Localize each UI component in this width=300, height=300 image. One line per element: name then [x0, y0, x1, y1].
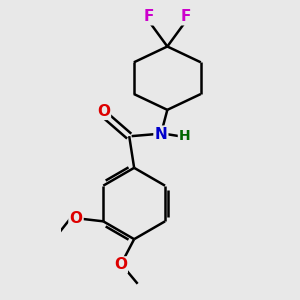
Text: H: H	[179, 129, 190, 143]
Text: O: O	[70, 212, 83, 226]
Text: F: F	[181, 9, 191, 24]
Text: N: N	[154, 127, 167, 142]
Text: O: O	[114, 257, 127, 272]
Text: F: F	[143, 9, 154, 24]
Text: O: O	[97, 104, 110, 119]
